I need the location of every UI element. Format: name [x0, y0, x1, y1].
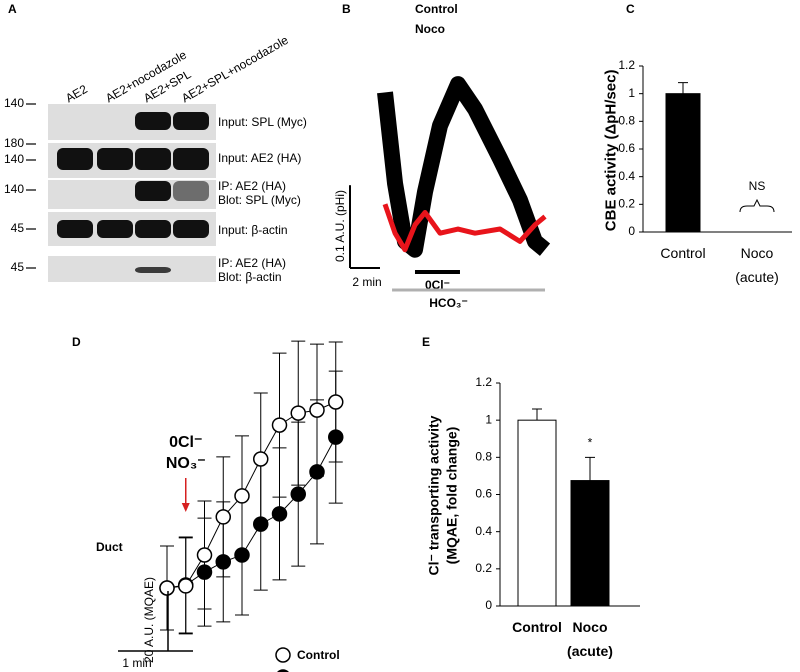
lane-label: AE2+SPL+nocodazole	[179, 33, 291, 106]
point	[178, 578, 194, 594]
y-tick-label: 0	[628, 224, 635, 238]
point	[290, 405, 306, 421]
y-tick-label: 0	[485, 598, 492, 612]
annotation: 0Cl⁻ NO₃⁻	[165, 434, 206, 472]
x-tick-label: Noco (acute)	[735, 245, 779, 285]
error-bar	[585, 456, 595, 481]
error-bar	[532, 408, 542, 421]
trace	[377, 76, 551, 258]
legend-label: Control	[415, 2, 458, 16]
bar	[517, 419, 557, 607]
x-tick-label: Control	[660, 245, 706, 261]
point	[271, 506, 288, 522]
scale-label: 2 min	[352, 275, 381, 289]
blot-band	[135, 220, 171, 238]
point	[196, 547, 213, 563]
region-label: Duct	[96, 540, 123, 554]
scale-label: 20 A.U. (MQAE)	[142, 577, 156, 663]
row-caption: IP: AE2 (HA) Blot: β-actin	[218, 255, 287, 284]
y-tick-label: 1	[628, 86, 635, 100]
panel-label: E	[422, 335, 430, 349]
y-axis-label: CBE activity (ΔpH/sec)	[602, 69, 620, 231]
point	[290, 486, 306, 502]
y-tick-label: 1.2	[475, 375, 492, 389]
blot-band	[135, 181, 171, 201]
bar	[665, 93, 701, 233]
legend-label: Control	[297, 648, 340, 662]
point	[234, 488, 250, 504]
point	[215, 509, 231, 525]
blot-band	[57, 220, 93, 238]
y-tick-label: 0.8	[618, 114, 635, 128]
lane-label: AE2	[63, 82, 90, 106]
row-caption: Input: AE2 (HA)	[218, 151, 302, 165]
blot-strip	[48, 256, 216, 282]
legend-label: Noco (acute)	[297, 670, 370, 672]
legend-label: Noco	[415, 22, 445, 36]
panel-label: A	[8, 2, 17, 16]
row-caption: Input: SPL (Myc)	[218, 115, 307, 129]
blot-band	[97, 220, 133, 238]
series-line	[166, 436, 337, 589]
blot-band	[173, 148, 209, 170]
point	[309, 402, 325, 418]
trace	[382, 203, 547, 253]
y-tick-label: 1.2	[618, 58, 635, 72]
brace	[739, 198, 775, 213]
legend-marker	[275, 647, 291, 663]
y-tick-label: 0.6	[618, 141, 635, 155]
series-line	[166, 401, 336, 589]
y-tick-label: 0.6	[475, 487, 492, 501]
y-axis-label: Cl⁻ transporting activity (MQAE, fold ch…	[425, 415, 460, 575]
y-tick-label: 0.2	[475, 561, 492, 575]
blot-band	[173, 181, 209, 201]
blot-band	[57, 148, 93, 170]
scale-label: 0.1 A.U. (pHi)	[333, 190, 347, 262]
blot-band	[135, 112, 171, 130]
marker-label: 45	[11, 221, 25, 235]
error-bar	[678, 82, 688, 94]
y-tick-label: 0.2	[618, 197, 635, 211]
point	[159, 580, 175, 596]
marker-label: 140	[4, 152, 24, 166]
scale-label: 1 min	[122, 656, 151, 670]
panel-label: B	[342, 2, 351, 16]
point	[328, 394, 344, 410]
row-caption: Input: β-actin	[218, 223, 288, 237]
panel-label: C	[626, 2, 635, 16]
annotation: NS	[749, 179, 766, 193]
y-tick-label: 0.8	[475, 450, 492, 464]
annotation: *	[588, 436, 593, 450]
blot-band	[135, 267, 171, 273]
blot-band	[135, 148, 171, 170]
blot-band	[173, 220, 209, 238]
y-tick-label: 0.4	[475, 524, 492, 538]
point	[253, 451, 269, 467]
y-tick-label: 1	[485, 412, 492, 426]
marker-label: 180	[4, 136, 24, 150]
blot-band	[97, 148, 133, 170]
row-caption: IP: AE2 (HA) Blot: SPL (Myc)	[218, 178, 301, 207]
marker-label: 45	[11, 260, 25, 274]
marker-label: 140	[4, 96, 24, 110]
x-tick-label: Noco (acute)	[567, 619, 613, 659]
arrow-head	[181, 503, 190, 512]
y-tick-label: 0.4	[618, 169, 635, 183]
panel-label: D	[72, 335, 81, 349]
x-tick-label: Control	[512, 619, 562, 635]
blot-band	[173, 112, 209, 130]
point	[271, 417, 288, 433]
marker-label: 140	[4, 182, 24, 196]
period-label: HCO₃⁻	[429, 296, 468, 310]
bar	[570, 480, 610, 607]
